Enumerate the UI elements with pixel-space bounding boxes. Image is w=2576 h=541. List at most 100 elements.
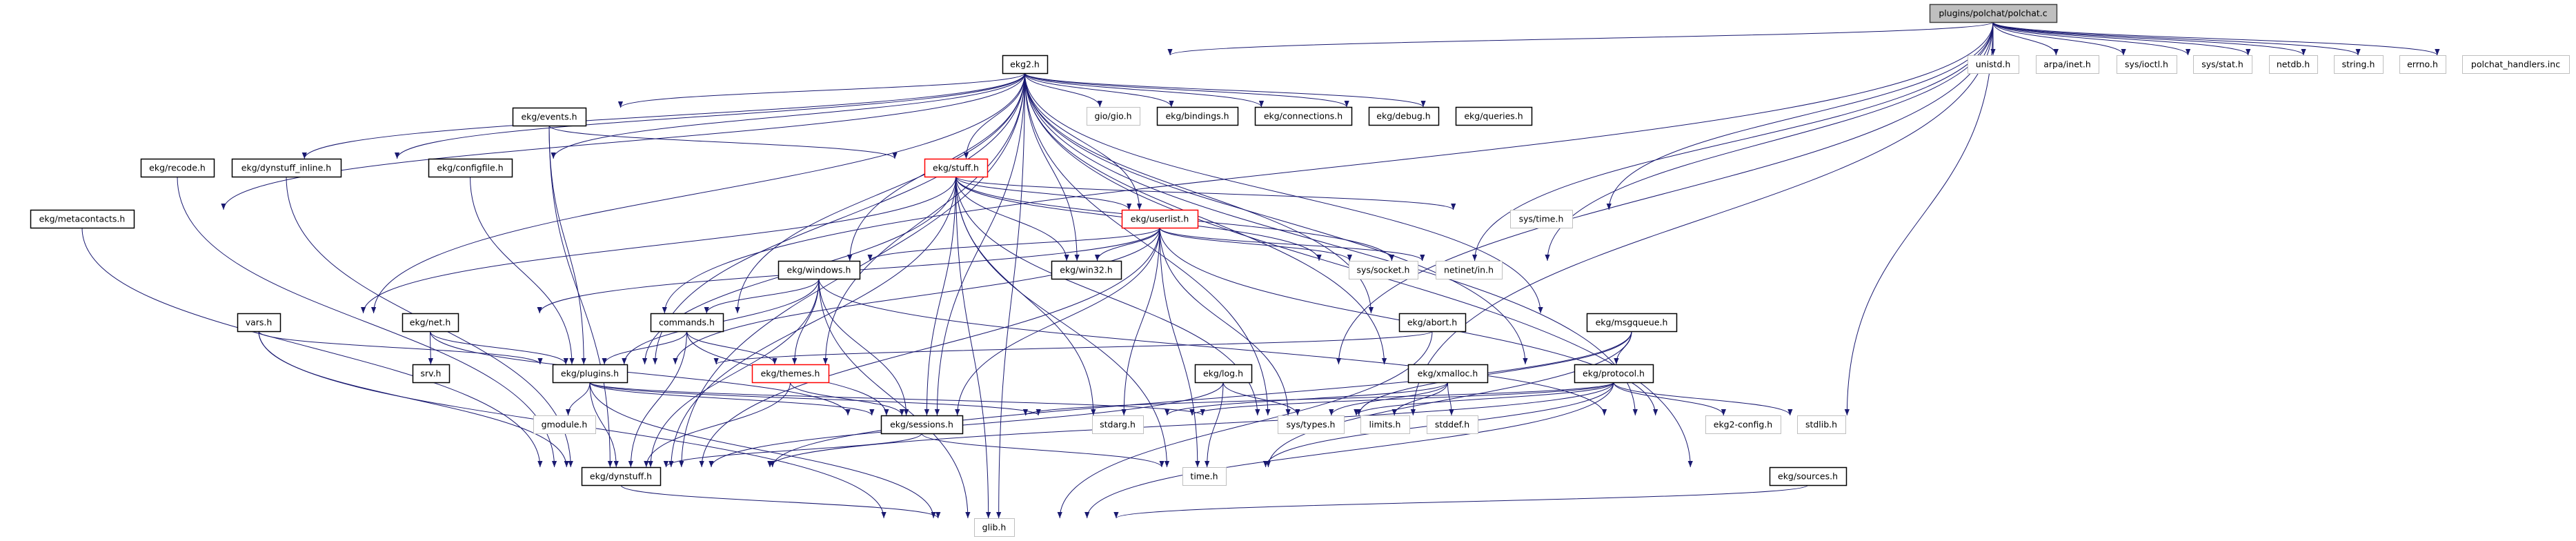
- edge-polchat-to-socket: [1472, 21, 1994, 262]
- node-recode[interactable]: ekg/recode.h: [140, 158, 215, 178]
- node-netinet[interactable]: netinet/in.h: [1436, 261, 1503, 279]
- node-systime[interactable]: sys/time.h: [1510, 210, 1573, 228]
- edge-recode-to-dynstuff: [177, 176, 557, 468]
- edge-log-to-time: [1205, 382, 1224, 468]
- node-string[interactable]: string.h: [2334, 55, 2384, 74]
- edge-xmalloc-to-stddef: [1447, 382, 1454, 416]
- node-errno[interactable]: errno.h: [2399, 55, 2446, 74]
- node-stddef[interactable]: stddef.h: [1427, 415, 1478, 434]
- edge-windows-to-ekg2config: [818, 278, 1607, 416]
- node-events[interactable]: ekg/events.h: [512, 107, 587, 127]
- node-ioctl[interactable]: sys/ioctl.h: [2117, 55, 2177, 74]
- node-stuff[interactable]: ekg/stuff.h: [924, 158, 989, 178]
- node-net[interactable]: ekg/net.h: [402, 313, 459, 333]
- node-label: time.h: [1190, 471, 1218, 482]
- node-label: sys/stat.h: [2201, 59, 2243, 70]
- node-box: [1368, 106, 1440, 126]
- node-abort[interactable]: ekg/abort.h: [1398, 313, 1467, 333]
- node-vars[interactable]: vars.h: [237, 313, 281, 333]
- node-systypes[interactable]: sys/types.h: [1278, 415, 1345, 434]
- node-time[interactable]: time.h: [1182, 467, 1227, 486]
- edge-plugins-to-systypes: [589, 382, 1205, 416]
- node-themes[interactable]: ekg/themes.h: [751, 364, 830, 384]
- edge-polchat-to-systypes: [1410, 21, 1994, 416]
- node-box: [30, 209, 135, 229]
- node-glib[interactable]: glib.h: [974, 518, 1015, 537]
- node-box: [1182, 467, 1227, 486]
- node-sessions[interactable]: ekg/sessions.h: [880, 415, 964, 435]
- node-metacontacts[interactable]: ekg/metacontacts.h: [30, 209, 135, 229]
- edge-userlist-to-win32: [1094, 227, 1160, 262]
- node-protocol[interactable]: ekg/protocol.h: [1574, 364, 1654, 384]
- node-ekg2[interactable]: ekg2.h: [1002, 55, 1049, 75]
- node-box: [1574, 364, 1654, 384]
- node-label: ekg/log.h: [1203, 368, 1243, 379]
- edge-configfile-to-plugins: [470, 176, 575, 365]
- node-unistd[interactable]: unistd.h: [1968, 55, 2019, 74]
- node-ekg2config[interactable]: ekg2-config.h: [1705, 415, 1781, 434]
- edge-polchat-to-stdlib: [1844, 21, 1994, 416]
- node-gmodule[interactable]: gmodule.h: [533, 415, 596, 434]
- node-userlist[interactable]: ekg/userlist.h: [1121, 209, 1199, 229]
- edge-stuff-to-vars: [361, 176, 956, 314]
- edge-polchat-to-net: [662, 21, 1994, 314]
- edge-polchat-to-log: [1336, 21, 1994, 365]
- node-debug[interactable]: ekg/debug.h: [1368, 106, 1440, 126]
- node-msgqueue[interactable]: ekg/msgqueue.h: [1586, 313, 1678, 333]
- node-sources[interactable]: ekg/sources.h: [1769, 466, 1847, 486]
- edge-polchat-to-arpa: [1992, 21, 2059, 56]
- node-label: ekg/events.h: [521, 112, 577, 122]
- node-stdarg[interactable]: stdarg.h: [1092, 415, 1144, 434]
- node-bindings[interactable]: ekg/bindings.h: [1156, 106, 1239, 126]
- node-plugins[interactable]: ekg/plugins.h: [552, 364, 628, 384]
- edge-stuff-to-stdarg: [955, 176, 1096, 416]
- node-box: [650, 313, 724, 333]
- edge-ekg2-to-protocol: [1024, 72, 1528, 365]
- edge-ekg2-to-connections: [1024, 72, 1264, 108]
- edge-log-to-dynstuff: [709, 382, 1224, 468]
- node-srv[interactable]: srv.h: [412, 364, 450, 384]
- edge-protocol-to-glib: [1084, 382, 1614, 519]
- edge-polchat-to-netdb: [1992, 21, 2251, 56]
- node-stat[interactable]: sys/stat.h: [2193, 55, 2252, 74]
- node-socket[interactable]: sys/socket.h: [1349, 261, 1418, 279]
- node-dynstuff[interactable]: ekg/dynstuff.h: [581, 466, 662, 486]
- node-box: [1360, 415, 1410, 434]
- node-handlers[interactable]: polchat_handlers.inc: [2462, 55, 2570, 74]
- node-label: ekg/recode.h: [149, 163, 206, 173]
- node-label: limits.h: [1369, 420, 1401, 430]
- node-label: glib.h: [982, 522, 1007, 533]
- node-box: [1427, 415, 1478, 434]
- node-box: [231, 158, 342, 178]
- node-box: [777, 260, 861, 280]
- node-dyninline[interactable]: ekg/dynstuff_inline.h: [231, 158, 342, 178]
- node-polchat[interactable]: plugins/polchat/polchat.c: [1929, 3, 2058, 23]
- node-windows[interactable]: ekg/windows.h: [777, 260, 861, 280]
- edge-stuff-to-win32: [955, 176, 1069, 262]
- node-xmalloc[interactable]: ekg/xmalloc.h: [1407, 364, 1489, 384]
- node-netdb[interactable]: netdb.h: [2269, 55, 2318, 74]
- node-connections[interactable]: ekg/connections.h: [1254, 106, 1353, 126]
- node-box: [1407, 364, 1489, 384]
- node-arpa[interactable]: arpa/inet.h: [2036, 55, 2099, 74]
- node-box: [1398, 313, 1467, 333]
- edge-xmalloc-to-limits: [1391, 382, 1448, 416]
- node-log[interactable]: ekg/log.h: [1194, 364, 1253, 384]
- node-gio[interactable]: gio/gio.h: [1087, 107, 1140, 126]
- node-configfile[interactable]: ekg/configfile.h: [428, 158, 513, 178]
- node-label: srv.h: [421, 368, 442, 379]
- edge-commands-to-plugins: [602, 331, 687, 365]
- edge-ekg2-to-userlist: [1024, 72, 1142, 210]
- node-limits[interactable]: limits.h: [1360, 415, 1410, 434]
- node-stdlib[interactable]: stdlib.h: [1797, 415, 1846, 434]
- node-commands[interactable]: commands.h: [650, 313, 724, 333]
- edge-ekg2-to-stuff: [963, 72, 1025, 159]
- edge-polchat-to-handlers: [1992, 21, 2440, 56]
- edge-net-to-srv: [428, 331, 433, 365]
- node-label: ekg/bindings.h: [1165, 111, 1229, 121]
- edge-ekg2-to-bindings: [1024, 72, 1174, 108]
- node-label: ekg/debug.h: [1376, 111, 1430, 121]
- node-queries[interactable]: ekg/queries.h: [1455, 106, 1533, 126]
- node-win32[interactable]: ekg/win32.h: [1051, 260, 1122, 280]
- node-box: [1092, 415, 1144, 434]
